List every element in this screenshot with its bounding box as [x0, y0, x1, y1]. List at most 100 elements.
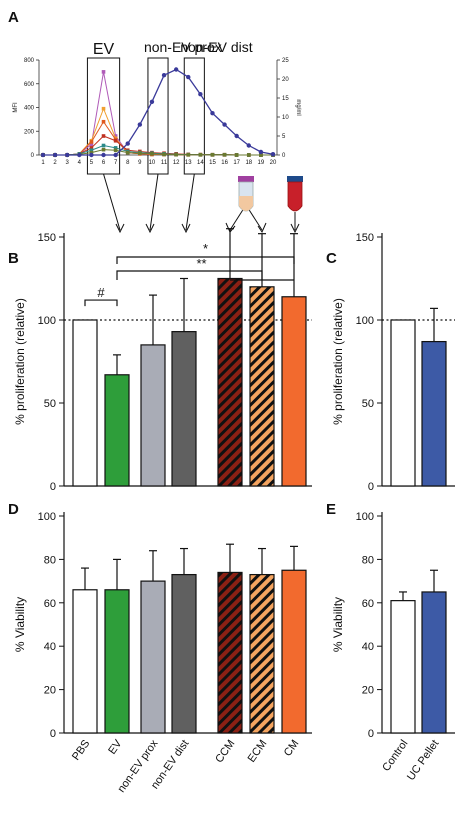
y-axis-title: % proliferation (relative) — [331, 298, 345, 425]
data-point — [101, 143, 106, 148]
data-point — [246, 143, 251, 148]
data-point — [186, 74, 191, 80]
y-tick-label: 0 — [50, 728, 56, 740]
tube-icon — [238, 176, 254, 212]
y-tick-label: 150 — [38, 232, 56, 244]
significance-bracket — [116, 270, 263, 280]
bar — [72, 319, 98, 487]
bar — [249, 286, 275, 487]
data-point — [210, 152, 215, 157]
y-tick-label: 0 — [50, 481, 56, 493]
x-tick-label: 5 — [90, 160, 94, 166]
bar — [72, 589, 98, 734]
x-tick-label: 12 — [173, 160, 180, 166]
data-point — [173, 67, 179, 72]
significance-label: * — [203, 241, 208, 256]
data-point — [150, 152, 154, 156]
data-point — [40, 152, 46, 158]
data-point — [162, 152, 166, 157]
bar — [217, 571, 243, 734]
y-tick-label: 60 — [44, 598, 56, 610]
y-tick-label: 60 — [362, 598, 374, 610]
arrow-head — [145, 223, 155, 234]
series-line — [43, 120, 273, 156]
data-point — [210, 111, 215, 116]
data-point — [174, 152, 178, 157]
data-point — [89, 146, 94, 150]
x-tick-label: UC Pellet — [405, 738, 441, 783]
x-tick-label: 11 — [161, 160, 168, 166]
bar — [140, 580, 166, 734]
panel-label-e: E — [326, 501, 336, 518]
significance-label: # — [97, 285, 105, 300]
y2-tick-label: 25 — [282, 58, 289, 64]
y-tick-label: 50 — [44, 398, 56, 410]
y-tick-label: 0 — [31, 153, 35, 159]
series-line — [43, 144, 273, 156]
x-tick-label: 15 — [209, 160, 216, 166]
data-point — [234, 133, 239, 139]
bar — [249, 573, 275, 734]
y-tick-label: 0 — [368, 481, 374, 493]
data-point — [125, 150, 130, 155]
x-tick-label: ECM — [246, 738, 270, 765]
data-point — [113, 152, 118, 158]
x-tick-label: CM — [282, 738, 302, 759]
arrow-line — [149, 173, 159, 231]
y-tick-label: 80 — [44, 554, 56, 566]
fraction-region-label: EV — [93, 41, 115, 58]
arrow-line — [103, 173, 121, 231]
x-tick-label: 17 — [233, 160, 240, 166]
x-tick-label: Control — [380, 738, 410, 774]
bar — [104, 589, 130, 734]
data-point — [89, 140, 94, 144]
significance-bracket — [84, 299, 118, 307]
data-point — [259, 153, 263, 157]
y2-axis-title: mg/ml — [295, 99, 301, 115]
chart-b: 0 50 100 150 % proliferation (relative) # *** — [13, 228, 312, 493]
data-point — [77, 152, 82, 158]
panel-label-a: A — [8, 9, 19, 26]
bar — [281, 569, 307, 734]
y-tick-label: 400 — [24, 106, 35, 112]
data-point — [101, 106, 106, 111]
y-tick-label: 80 — [362, 554, 374, 566]
data-point — [89, 148, 94, 153]
y-tick-label: 20 — [44, 685, 56, 697]
bar — [390, 319, 416, 487]
data-point — [246, 153, 251, 157]
significance-label: ** — [196, 256, 206, 271]
data-point — [222, 122, 227, 127]
data-point — [52, 152, 58, 158]
bar — [217, 277, 243, 487]
data-point — [113, 146, 118, 150]
data-point — [258, 149, 264, 155]
y-tick-label: 100 — [356, 315, 374, 327]
x-tick-label: 16 — [221, 160, 228, 166]
data-point — [149, 99, 155, 105]
series-line — [43, 107, 273, 156]
x-tick-label: 9 — [138, 160, 142, 166]
fraction-region-label: non-EV prox — [144, 39, 222, 55]
y-tick-label: 200 — [24, 129, 35, 135]
y-tick-label: 100 — [38, 315, 56, 327]
x-tick-label: EV — [106, 737, 125, 756]
x-tick-label: 3 — [66, 160, 70, 166]
x-tick-label: 13 — [185, 160, 192, 166]
arrow-head — [181, 223, 191, 234]
data-point — [113, 138, 118, 143]
y-tick-label: 800 — [24, 58, 35, 64]
data-point — [89, 150, 94, 155]
data-point — [198, 152, 203, 157]
x-tick-label: 20 — [270, 160, 277, 166]
data-point — [137, 122, 143, 127]
y-tick-label: 150 — [356, 232, 374, 244]
data-point — [270, 152, 276, 157]
bar — [421, 591, 447, 734]
data-point — [101, 147, 106, 152]
series-line — [43, 68, 274, 156]
